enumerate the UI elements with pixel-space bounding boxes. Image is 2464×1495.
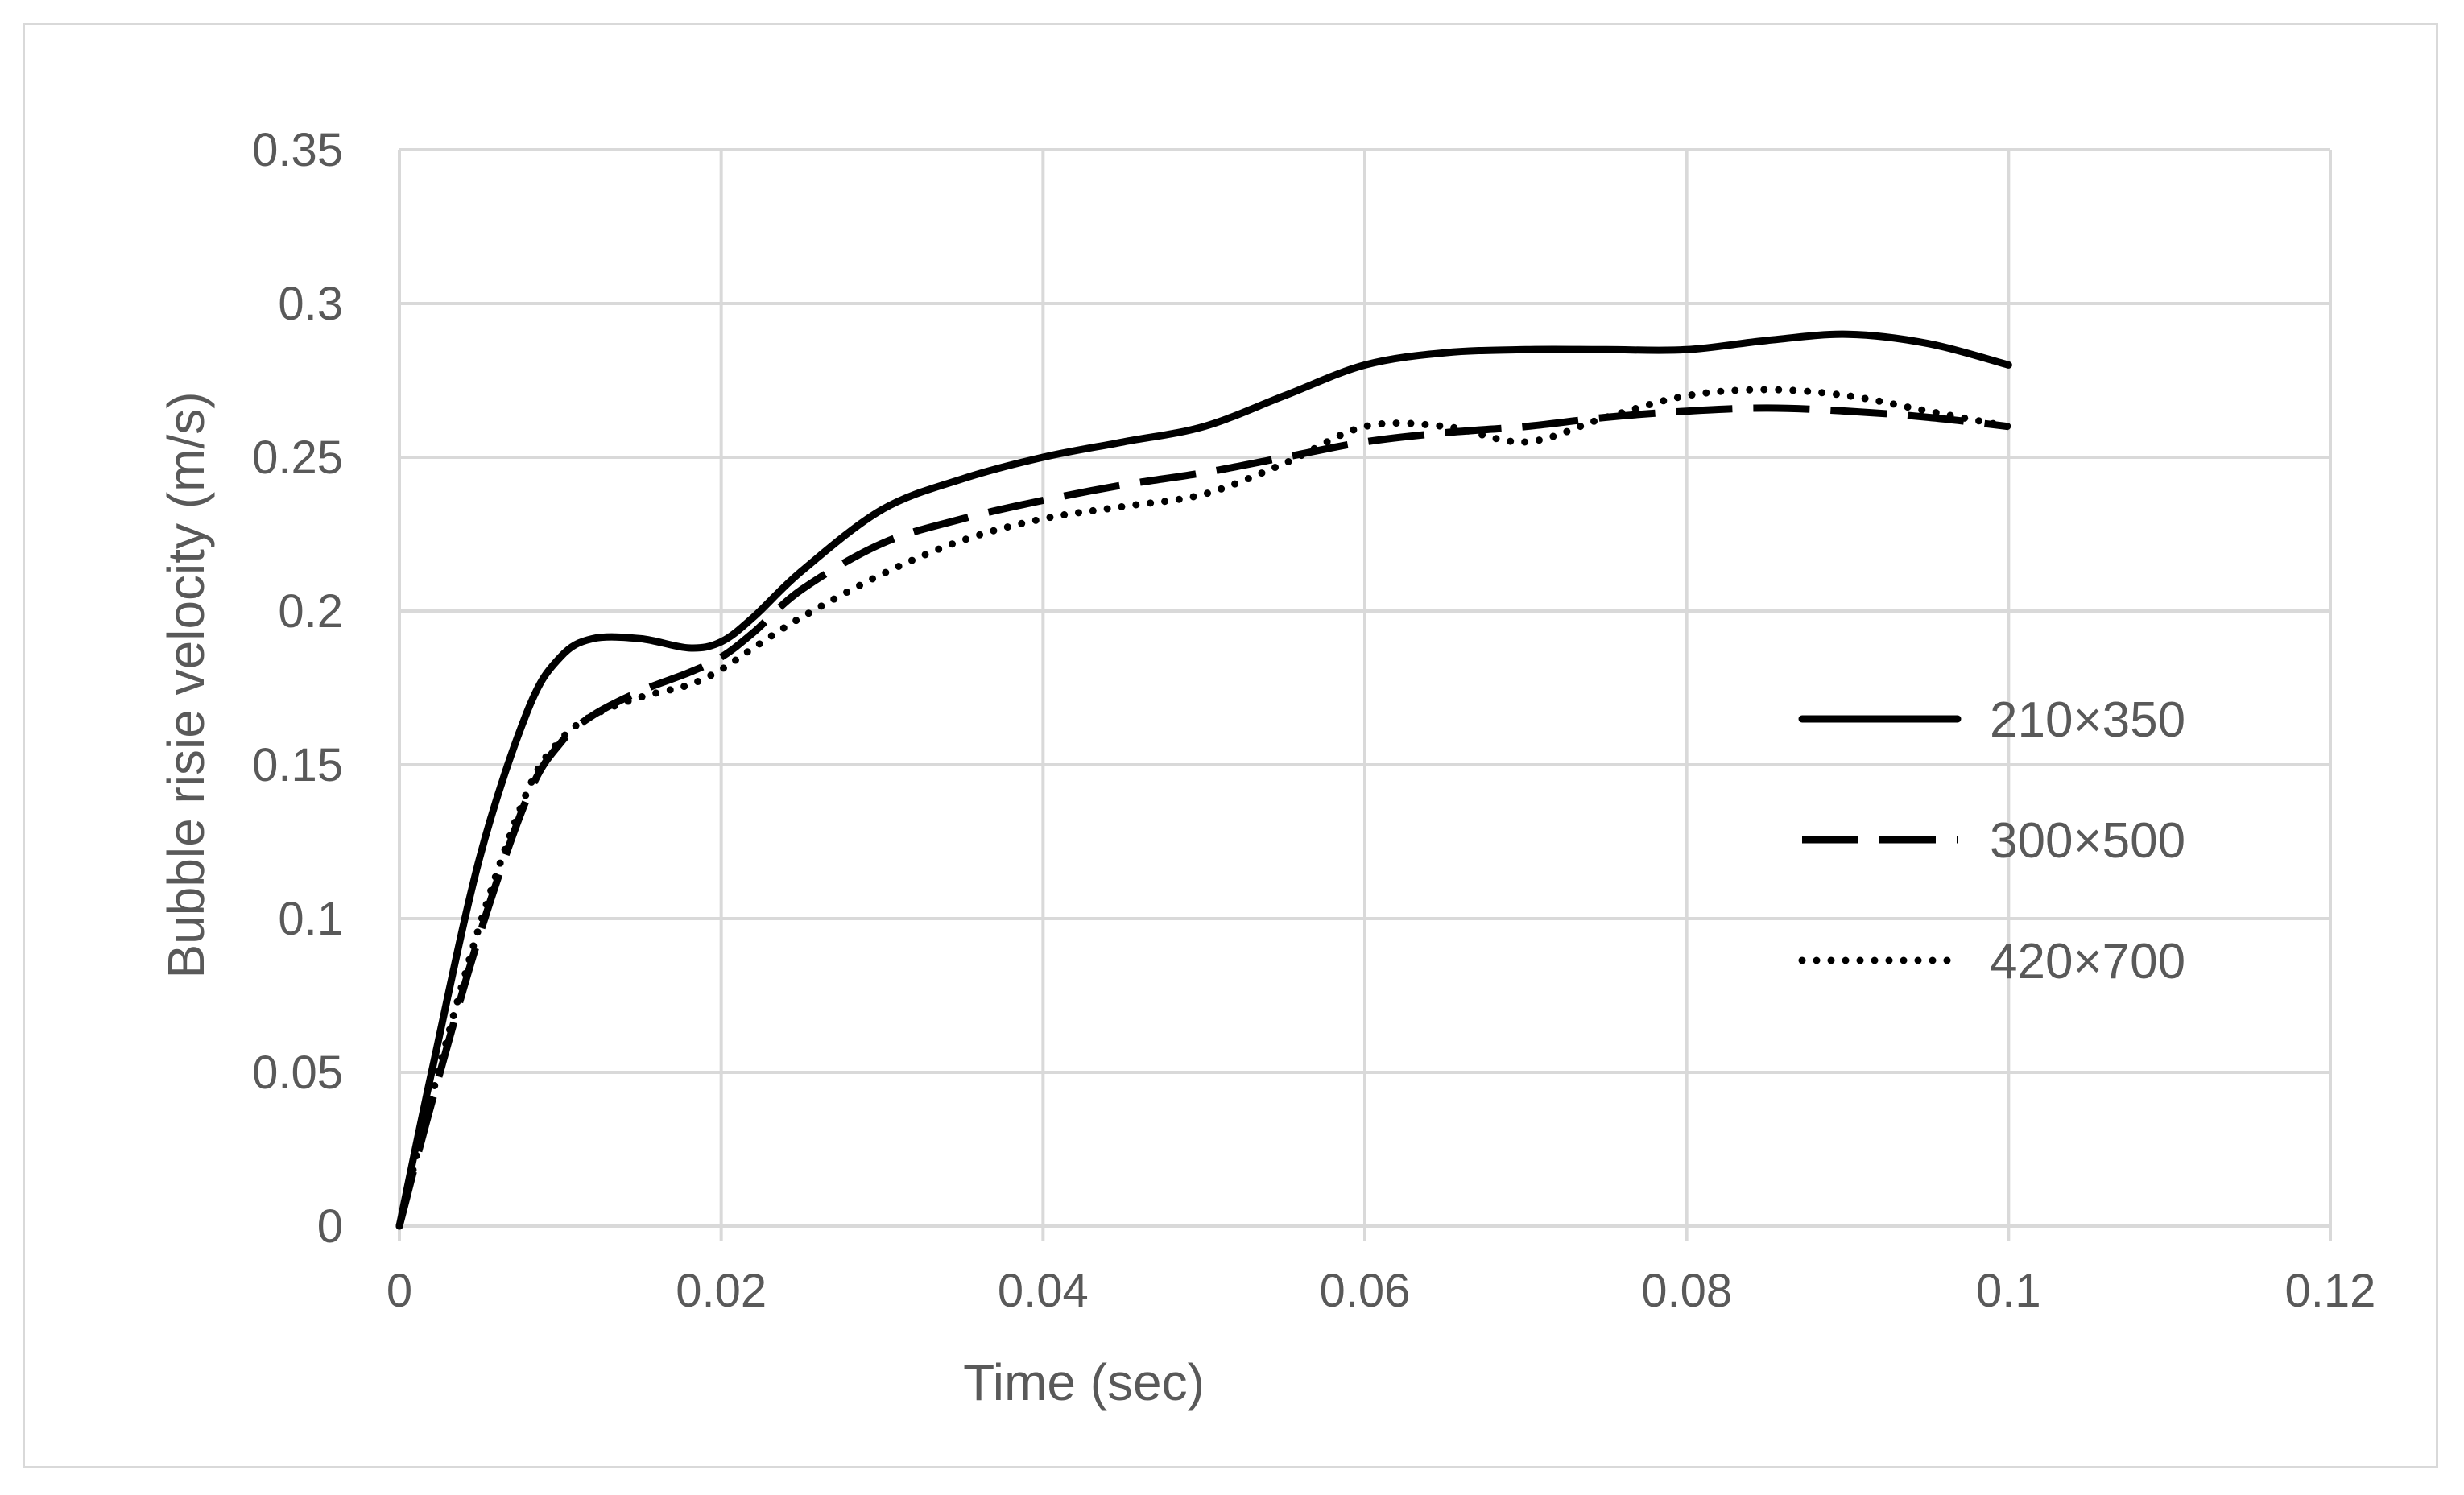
x-tick-label: 0.1: [1976, 1265, 2041, 1317]
gridlines: [399, 148, 2332, 1226]
series-line-1: [395, 330, 2012, 1230]
x-tick-label: 0.08: [1641, 1265, 1732, 1317]
legend-label-2: 300×500: [1990, 813, 2185, 869]
legend: 210×350 300×500 420×700: [1798, 692, 2185, 989]
series-lines: [395, 330, 2012, 1230]
legend-label-1: 210×350: [1990, 692, 2185, 748]
x-axis-title: Time (sec): [963, 1353, 1205, 1411]
x-tick-label: 0.06: [1320, 1265, 1411, 1317]
legend-label-3: 420×700: [1990, 934, 2185, 989]
y-tick-label: 0.1: [278, 893, 343, 945]
x-tick-label: 0.02: [676, 1265, 767, 1317]
axes: [398, 150, 2332, 1241]
y-tick-label: 0.25: [252, 432, 343, 484]
y-tick-label: 0.3: [278, 278, 343, 330]
series-line-2: [395, 404, 2009, 1228]
x-tick-label: 0.12: [2285, 1265, 2376, 1317]
y-axis-title: Bubble risie velocity (m/s): [157, 391, 215, 978]
y-tick-label: 0.15: [252, 739, 343, 791]
y-tick-label: 0: [317, 1200, 343, 1253]
y-tick-label: 0.35: [252, 124, 343, 176]
chart-frame: 0 0.05 0.1 0.15 0.2 0.25 0.3 0.35 0 0.02 0.04 0.06 0…: [23, 23, 2438, 1468]
tick-labels: 0 0.05 0.1 0.15 0.2 0.25 0.3 0.35 0 0.02 0.04 0.06 0…: [252, 124, 2375, 1317]
y-tick-label: 0.05: [252, 1047, 343, 1099]
series-line-3: [395, 386, 2012, 1230]
x-tick-label: 0: [387, 1265, 412, 1317]
line-chart: 0 0.05 0.1 0.15 0.2 0.25 0.3 0.35 0 0.02 0.04 0.06 0…: [157, 124, 2375, 1411]
x-tick-label: 0.04: [998, 1265, 1089, 1317]
y-tick-label: 0.2: [278, 585, 343, 638]
